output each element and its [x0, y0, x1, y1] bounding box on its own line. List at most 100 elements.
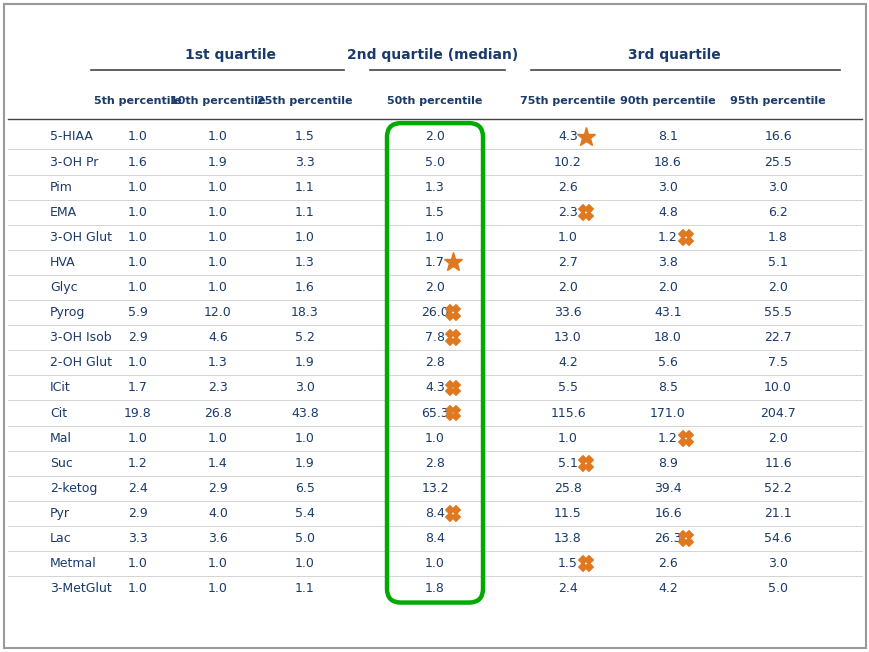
Text: 1.0: 1.0 — [208, 130, 228, 143]
Text: 1.0: 1.0 — [128, 206, 148, 218]
Text: 39.4: 39.4 — [653, 482, 681, 495]
Text: 5.2: 5.2 — [295, 331, 315, 344]
Text: 10.2: 10.2 — [554, 156, 581, 168]
Text: Suc: Suc — [50, 457, 73, 469]
Text: 5.0: 5.0 — [425, 156, 444, 168]
Text: 1.2: 1.2 — [657, 432, 677, 445]
Text: 2.8: 2.8 — [425, 457, 444, 469]
Text: 5.1: 5.1 — [767, 256, 787, 269]
Text: 5.5: 5.5 — [557, 381, 577, 394]
Text: 2.4: 2.4 — [128, 482, 148, 495]
Text: 2-OH Glut: 2-OH Glut — [50, 357, 112, 369]
Text: Lac: Lac — [50, 532, 71, 545]
Text: 1.9: 1.9 — [295, 357, 315, 369]
Text: 1.8: 1.8 — [425, 582, 444, 595]
Text: 1.1: 1.1 — [295, 582, 315, 595]
Text: 115.6: 115.6 — [549, 407, 585, 419]
Text: 1.0: 1.0 — [425, 557, 444, 570]
Text: 43.1: 43.1 — [653, 306, 681, 319]
Text: 21.1: 21.1 — [763, 507, 791, 520]
Text: 5.1: 5.1 — [557, 457, 577, 469]
Text: Cit: Cit — [50, 407, 67, 419]
Text: 26.3: 26.3 — [653, 532, 681, 545]
Text: 1.4: 1.4 — [208, 457, 228, 469]
Text: 3-MetGlut: 3-MetGlut — [50, 582, 111, 595]
Text: 2.4: 2.4 — [558, 582, 577, 595]
Text: 1.0: 1.0 — [557, 231, 577, 244]
Text: 204.7: 204.7 — [760, 407, 795, 419]
Text: 2.0: 2.0 — [425, 281, 444, 294]
Text: 3.6: 3.6 — [208, 532, 228, 545]
Text: 3-OH Isob: 3-OH Isob — [50, 331, 111, 344]
Text: HVA: HVA — [50, 256, 76, 269]
Text: 2.0: 2.0 — [557, 281, 577, 294]
Text: 10.0: 10.0 — [763, 381, 791, 394]
Text: 10th percentile: 10th percentile — [170, 96, 265, 106]
Text: 1.2: 1.2 — [128, 457, 148, 469]
Text: ICit: ICit — [50, 381, 70, 394]
Text: 5.9: 5.9 — [128, 306, 148, 319]
Text: 50th percentile: 50th percentile — [387, 96, 482, 106]
Text: 1.0: 1.0 — [208, 281, 228, 294]
Text: 4.2: 4.2 — [558, 357, 577, 369]
Text: 1.3: 1.3 — [295, 256, 315, 269]
Text: 2.9: 2.9 — [128, 507, 148, 520]
Text: 12.0: 12.0 — [204, 306, 232, 319]
Text: 3-OH Glut: 3-OH Glut — [50, 231, 112, 244]
Text: 65.3: 65.3 — [421, 407, 448, 419]
Text: 52.2: 52.2 — [763, 482, 791, 495]
Text: 55.5: 55.5 — [763, 306, 791, 319]
Text: Glyc: Glyc — [50, 281, 77, 294]
Text: 3.8: 3.8 — [657, 256, 677, 269]
Text: 2.3: 2.3 — [558, 206, 577, 218]
Text: 26.8: 26.8 — [204, 407, 232, 419]
Text: 2.8: 2.8 — [425, 357, 444, 369]
Text: 1.0: 1.0 — [425, 231, 444, 244]
Text: 18.6: 18.6 — [653, 156, 681, 168]
Text: 2.7: 2.7 — [557, 256, 577, 269]
Text: 1st quartile: 1st quartile — [185, 48, 275, 63]
Text: 3.0: 3.0 — [767, 557, 787, 570]
Text: 22.7: 22.7 — [763, 331, 791, 344]
Text: 3-OH Pr: 3-OH Pr — [50, 156, 98, 168]
Text: 1.6: 1.6 — [128, 156, 148, 168]
Text: 16.6: 16.6 — [653, 507, 681, 520]
Text: 6.2: 6.2 — [767, 206, 787, 218]
Text: 1.9: 1.9 — [295, 457, 315, 469]
Text: 95th percentile: 95th percentile — [729, 96, 825, 106]
Text: 8.4: 8.4 — [425, 532, 444, 545]
Text: 1.0: 1.0 — [128, 256, 148, 269]
Text: 3.0: 3.0 — [767, 181, 787, 194]
Text: Pyrog: Pyrog — [50, 306, 85, 319]
Text: 11.5: 11.5 — [554, 507, 581, 520]
Text: 1.3: 1.3 — [208, 357, 228, 369]
Text: 2nd quartile (median): 2nd quartile (median) — [347, 48, 517, 63]
Text: 1.0: 1.0 — [128, 231, 148, 244]
Text: 75th percentile: 75th percentile — [520, 96, 615, 106]
Text: 33.6: 33.6 — [554, 306, 581, 319]
Text: 25.5: 25.5 — [763, 156, 791, 168]
Text: 5.6: 5.6 — [657, 357, 677, 369]
Text: 3.3: 3.3 — [295, 156, 315, 168]
Text: 171.0: 171.0 — [649, 407, 685, 419]
Text: 2-ketog: 2-ketog — [50, 482, 97, 495]
Text: 19.8: 19.8 — [124, 407, 152, 419]
Text: 1.9: 1.9 — [208, 156, 228, 168]
Text: 5th percentile: 5th percentile — [94, 96, 182, 106]
Text: 1.0: 1.0 — [557, 432, 577, 445]
Text: 3rd quartile: 3rd quartile — [627, 48, 720, 63]
Text: 5.4: 5.4 — [295, 507, 315, 520]
Text: 2.6: 2.6 — [657, 557, 677, 570]
Text: 5.0: 5.0 — [767, 582, 787, 595]
Text: 1.0: 1.0 — [128, 281, 148, 294]
Text: 1.0: 1.0 — [208, 557, 228, 570]
Text: 18.3: 18.3 — [291, 306, 319, 319]
Text: 1.7: 1.7 — [128, 381, 148, 394]
Text: 1.8: 1.8 — [767, 231, 787, 244]
Text: 1.0: 1.0 — [128, 130, 148, 143]
Text: 4.2: 4.2 — [657, 582, 677, 595]
Text: 54.6: 54.6 — [763, 532, 791, 545]
Text: 43.8: 43.8 — [291, 407, 319, 419]
Text: 1.0: 1.0 — [128, 557, 148, 570]
Text: 25.8: 25.8 — [554, 482, 581, 495]
